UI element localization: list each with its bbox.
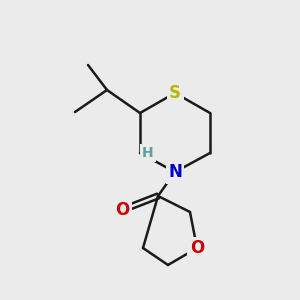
Text: O: O [115, 201, 129, 219]
Text: N: N [168, 163, 182, 181]
Text: H: H [142, 146, 154, 160]
Text: S: S [169, 84, 181, 102]
Text: O: O [190, 239, 204, 257]
